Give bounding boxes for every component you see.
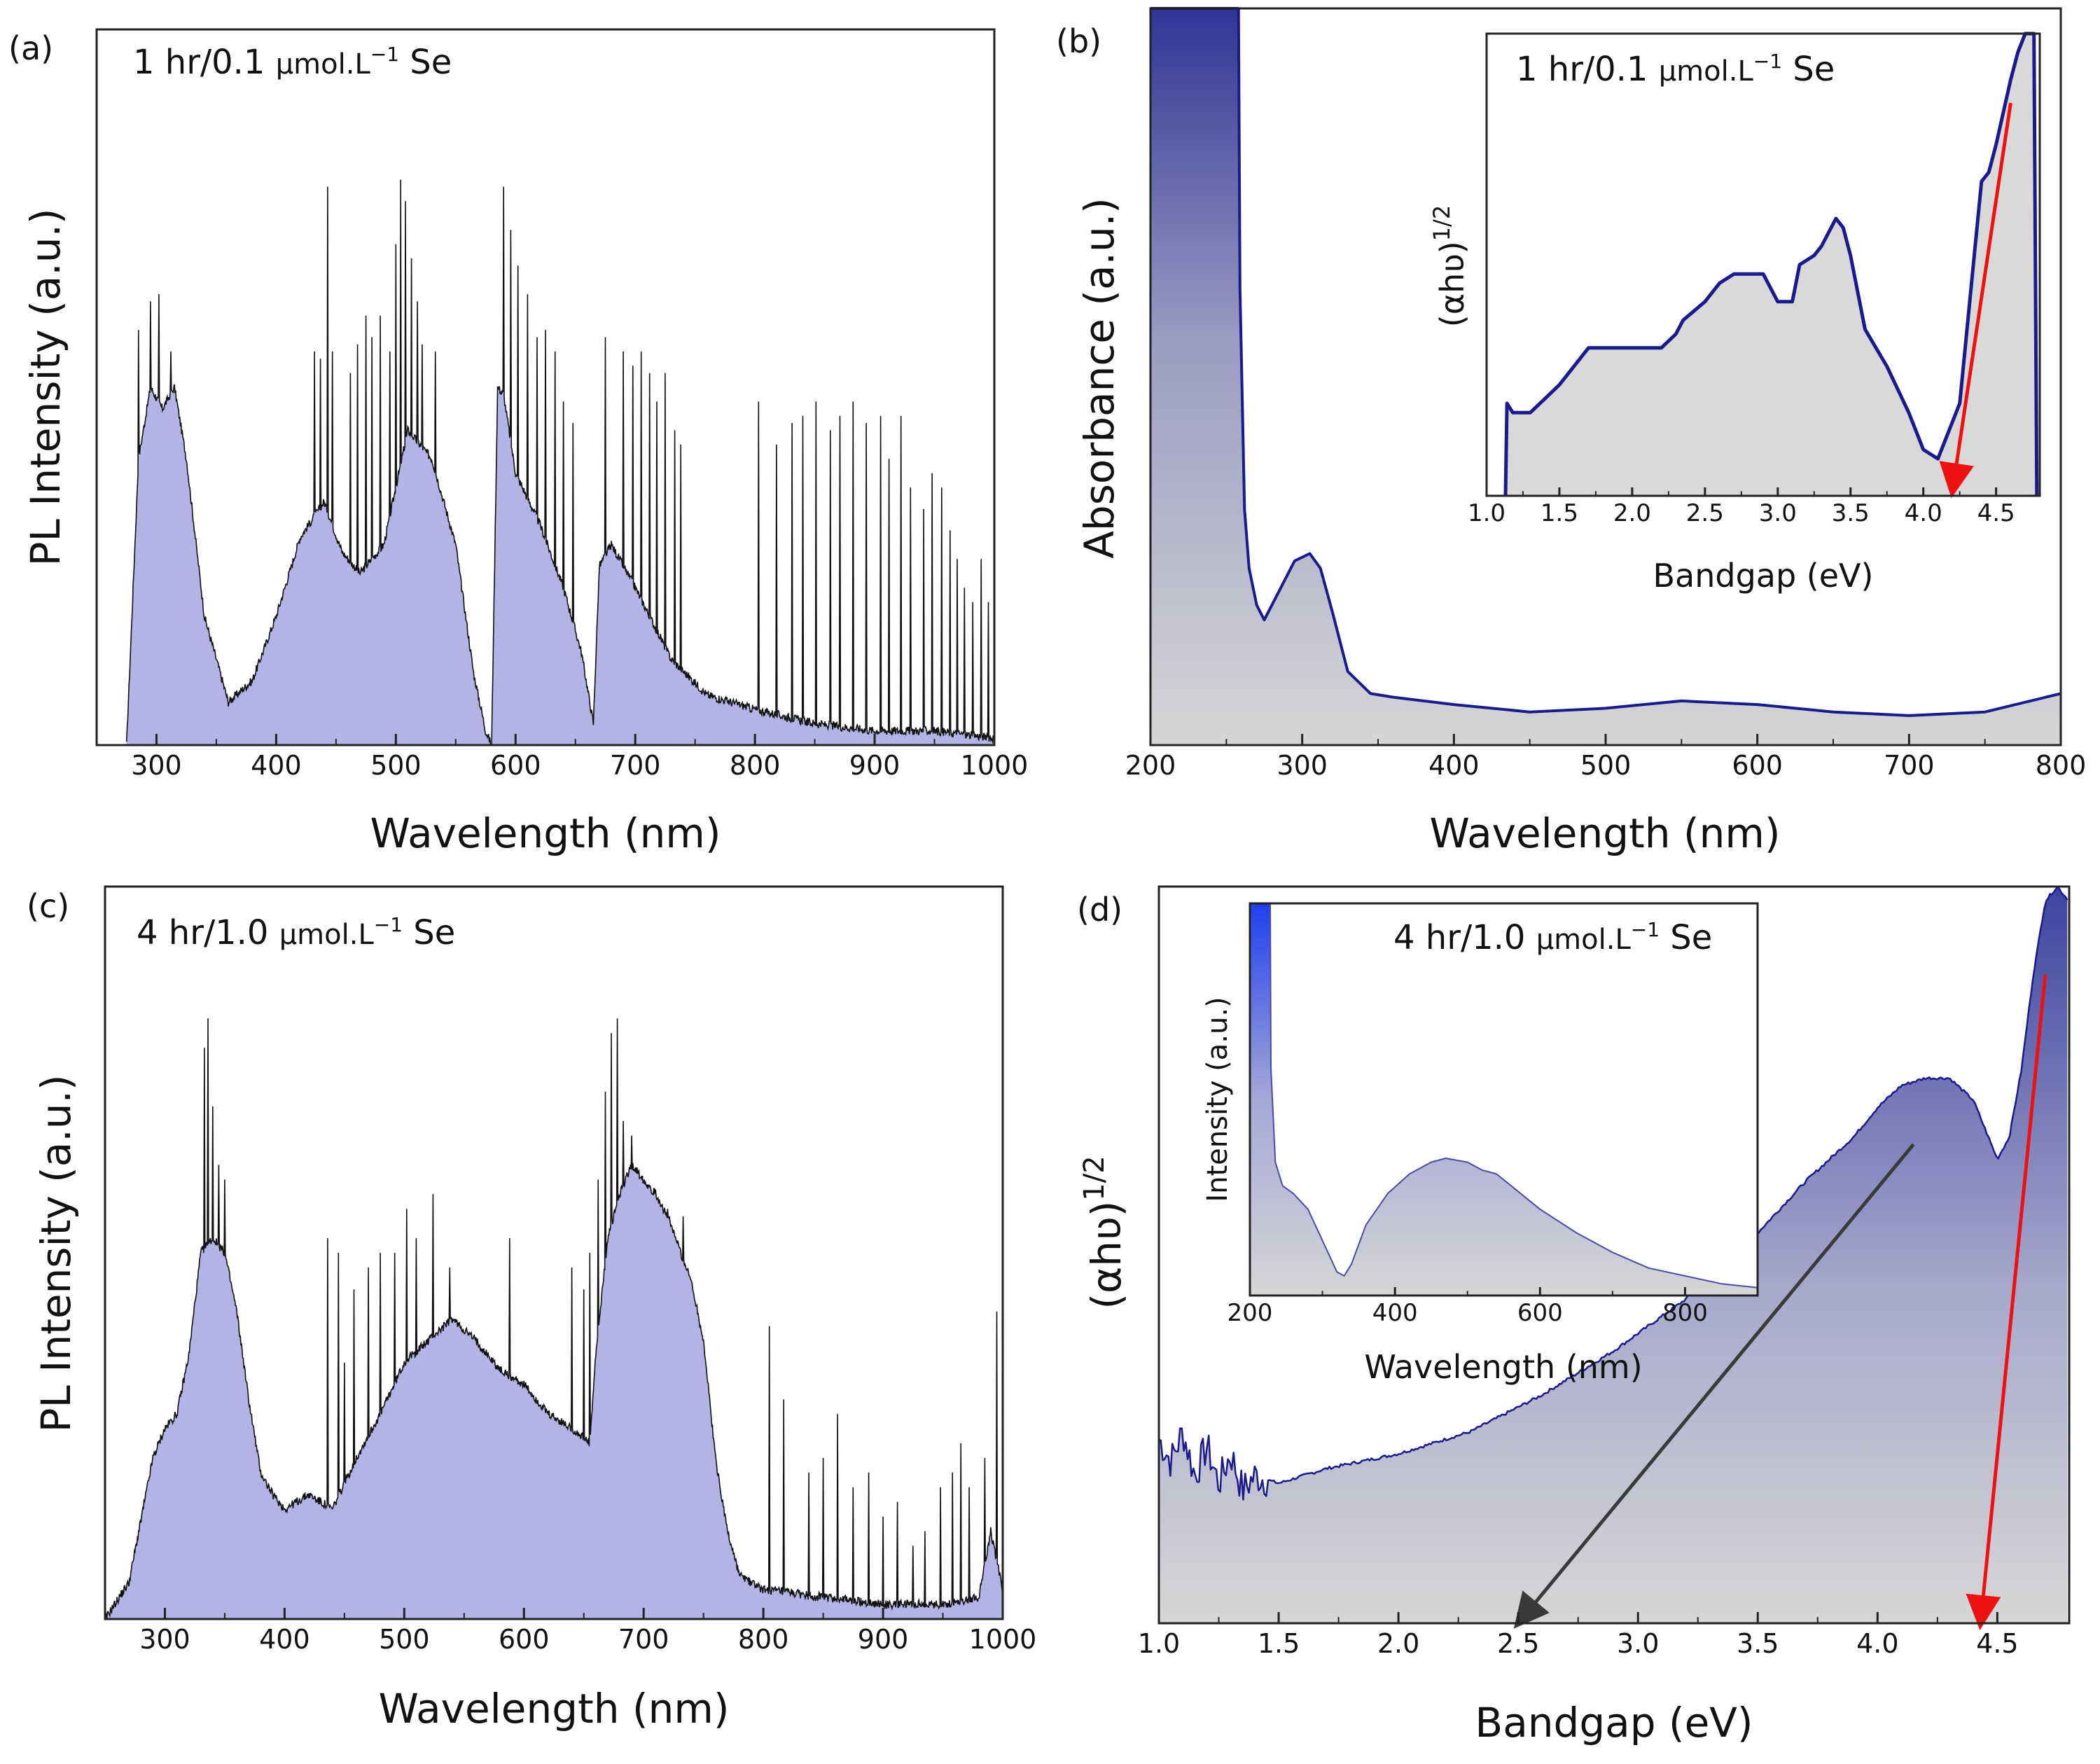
panel-b-x-ticks: 200 300 400 500 600 700 800 [1125, 734, 2087, 781]
x-tick-label: 800 [738, 1624, 789, 1655]
inset-x-tick-label: 600 [1517, 1299, 1563, 1327]
x-tick-label: 300 [131, 750, 182, 781]
panel-d: (d) 1.0 1.5 2.0 2.5 3.0 3.5 4.0 4.5 Bandgap (eV… [1077, 885, 2071, 1746]
panel-b-inset-y-axis-label: (αhʋ)1/2 [1428, 205, 1471, 327]
inset-tauc-line [1503, 32, 2039, 496]
x-tick-label: 2.5 [1497, 1628, 1539, 1659]
panel-c-y-axis-label: PL Intensity (a.u.) [32, 1074, 80, 1432]
panel-d-frame [1157, 885, 2071, 1625]
panel-d-inset-frame [1249, 902, 1759, 1297]
x-tick-label: 500 [370, 750, 422, 781]
panel-c-frame [104, 885, 1004, 1620]
panel-c-plot-area [104, 1018, 1003, 1619]
panel-b: (b) 200 300 400 500 600 700 800 Wavelength (nm… [1056, 7, 2087, 857]
panel-d-inset-x-axis-label: Wavelength (nm) [1364, 1348, 1642, 1386]
inset-pl-fill [1250, 903, 1758, 1296]
panel-d-inset-y-axis-label: Intensity (a.u.) [1202, 996, 1234, 1202]
panel-b-inset-frame [1485, 32, 2041, 497]
panel-a-x-ticks: 300 400 500 600 700 800 900 1000 [131, 734, 1028, 781]
x-tick-label: 700 [618, 1624, 669, 1655]
inset-tauc-fill [1506, 34, 2037, 496]
panel-b-y-axis-label: Absorbance (a.u.) [1076, 197, 1123, 559]
x-tick-label: 600 [490, 750, 541, 781]
panel-d-plot-area [1158, 886, 2068, 1630]
x-tick-label: 3.5 [1737, 1628, 1779, 1659]
panel-label-b: (b) [1056, 22, 1101, 60]
panel-b-inset-x-ticks: 1.0 1.5 2.0 2.5 3.0 3.5 4.0 4.5 [1468, 487, 2015, 527]
panel-b-x-axis-label: Wavelength (nm) [1429, 810, 1780, 857]
inset-x-tick-label: 200 [1228, 1299, 1273, 1327]
x-tick-label: 4.0 [1856, 1628, 1898, 1659]
x-tick-label: 600 [499, 1624, 550, 1655]
panel-c-x-axis-label: Wavelength (nm) [378, 1685, 729, 1732]
x-tick-label: 400 [251, 750, 302, 781]
inset-x-tick-label: 3.5 [1832, 499, 1870, 527]
x-tick-label: 1.5 [1258, 1628, 1300, 1659]
panel-c-x-ticks: 300 400 500 600 700 800 900 1000 [139, 1608, 1036, 1655]
panel-d-inset-plot-area [1250, 903, 1758, 1296]
x-tick-label: 500 [1580, 750, 1632, 781]
inset-x-tick-label: 3.0 [1759, 499, 1797, 527]
panel-a-annotation: 1 hr/0.1 µmol.L−1 Se [133, 43, 452, 82]
x-tick-label: 4.5 [1976, 1628, 2018, 1659]
panel-c-annotation: 4 hr/1.0 µmol.L−1 Se [137, 913, 455, 952]
x-tick-label: 2.0 [1377, 1628, 1419, 1659]
panel-a-frame [95, 28, 996, 746]
x-tick-label: 300 [139, 1624, 190, 1655]
x-tick-label: 1000 [969, 1624, 1037, 1655]
x-tick-label: 900 [849, 750, 901, 781]
inset-x-tick-label: 1.5 [1541, 499, 1578, 527]
panel-a-y-axis-label: PL Intensity (a.u.) [22, 208, 69, 566]
panel-b-inset-annotation: 1 hr/0.1 µmol.L−1 Se [1516, 50, 1835, 89]
x-tick-label: 800 [2036, 750, 2087, 781]
absorbance-line [1150, 7, 2061, 717]
panel-d-inset-x-ticks: 200 400 600 800 [1228, 1287, 1708, 1327]
panel-label-d: (d) [1077, 891, 1122, 929]
x-tick-label: 700 [1884, 750, 1935, 781]
panel-d-x-ticks: 1.0 1.5 2.0 2.5 3.0 3.5 4.0 4.5 [1138, 1612, 2019, 1659]
panel-d-x-axis-label: Bandgap (eV) [1475, 1699, 1753, 1746]
x-tick-label: 500 [379, 1624, 430, 1655]
inset-x-tick-label: 4.5 [1977, 499, 2015, 527]
tauc-line [1158, 886, 2068, 1501]
x-tick-label: 600 [1732, 750, 1783, 781]
x-tick-label: 1000 [961, 750, 1029, 781]
panel-b-inset-plot-area [1503, 32, 2039, 499]
inset-x-tick-label: 1.0 [1468, 499, 1506, 527]
inset-x-tick-label: 4.0 [1905, 499, 1942, 527]
inset-x-tick-label: 400 [1372, 1299, 1418, 1327]
panel-a-plot-area [125, 179, 995, 746]
x-tick-label: 700 [610, 750, 661, 781]
inset-x-tick-label: 2.5 [1686, 499, 1724, 527]
pl-spectrum-line [125, 179, 995, 746]
panel-b-inset-x-axis-label: Bandgap (eV) [1653, 557, 1874, 595]
red-arrow [1966, 974, 2047, 1630]
panel-a-x-axis-label: Wavelength (nm) [370, 810, 721, 857]
panel-d-inset-annotation: 4 hr/1.0 µmol.L−1 Se [1393, 918, 1712, 957]
pl-area-fill [126, 179, 995, 746]
inset-x-tick-label: 800 [1662, 1299, 1708, 1327]
absorbance-fill [1150, 8, 2061, 745]
x-tick-label: 400 [1428, 750, 1480, 781]
tauc-fill [1159, 887, 2068, 1623]
panel-d-y-axis-label: (αhʋ)1/2 [1078, 1155, 1130, 1309]
x-tick-label: 1.0 [1138, 1628, 1180, 1659]
x-tick-label: 900 [858, 1624, 909, 1655]
panel-b-plot-area [1150, 7, 2061, 745]
x-tick-label: 200 [1125, 750, 1176, 781]
red-arrow [1939, 102, 2012, 499]
panel-a: (a) 300 400 500 600 700 800 900 1000 1 hr/0.1 µ… [8, 28, 1028, 857]
x-tick-label: 400 [259, 1624, 310, 1655]
panel-label-c: (c) [27, 887, 69, 925]
inset-pl-line [1250, 903, 1758, 1289]
grey-arrow [1513, 1143, 1915, 1629]
x-tick-label: 300 [1277, 750, 1328, 781]
x-tick-label: 3.0 [1617, 1628, 1659, 1659]
panel-label-a: (a) [8, 29, 53, 67]
inset-x-tick-label: 2.0 [1613, 499, 1651, 527]
panel-c: (c) 300 400 500 600 700 800 900 1000 4 hr/1.0 µ… [27, 885, 1036, 1732]
x-tick-label: 800 [730, 750, 781, 781]
pl-spectrum-line [104, 1018, 1003, 1618]
